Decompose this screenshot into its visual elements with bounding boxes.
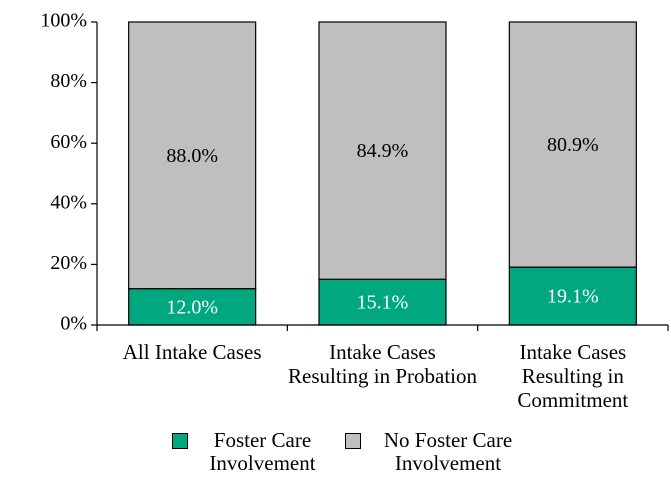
bar-segment bbox=[318, 21, 447, 280]
bar-segment bbox=[508, 21, 637, 268]
value-label: 88.0% bbox=[166, 145, 218, 167]
value-label: 84.9% bbox=[357, 140, 409, 162]
y-tick-label: 100% bbox=[40, 10, 87, 32]
value-label: 19.1% bbox=[547, 286, 599, 308]
y-tick-label: 60% bbox=[50, 131, 87, 153]
legend-swatch bbox=[345, 433, 361, 449]
y-tick-label: 20% bbox=[50, 252, 87, 274]
bar-segment bbox=[318, 278, 447, 326]
x-tick-label: All Intake Cases bbox=[122, 340, 262, 364]
legend-swatch bbox=[172, 433, 188, 449]
value-label: 15.1% bbox=[357, 292, 409, 314]
y-tick-label: 40% bbox=[50, 191, 87, 213]
bar-segment bbox=[128, 21, 257, 290]
value-label: 80.9% bbox=[547, 134, 599, 156]
x-tick-label: Intake Cases Resulting in Commitment bbox=[517, 340, 629, 412]
bar-segment bbox=[508, 266, 637, 326]
value-label: 12.0% bbox=[166, 296, 218, 318]
y-tick-label: 80% bbox=[50, 70, 87, 92]
legend-label: No Foster Care Involvement bbox=[383, 428, 513, 475]
y-tick-label: 0% bbox=[60, 313, 87, 335]
x-tick-label: Intake Cases Resulting in Probation bbox=[288, 340, 477, 388]
legend-label: Foster Care Involvement bbox=[209, 428, 316, 475]
